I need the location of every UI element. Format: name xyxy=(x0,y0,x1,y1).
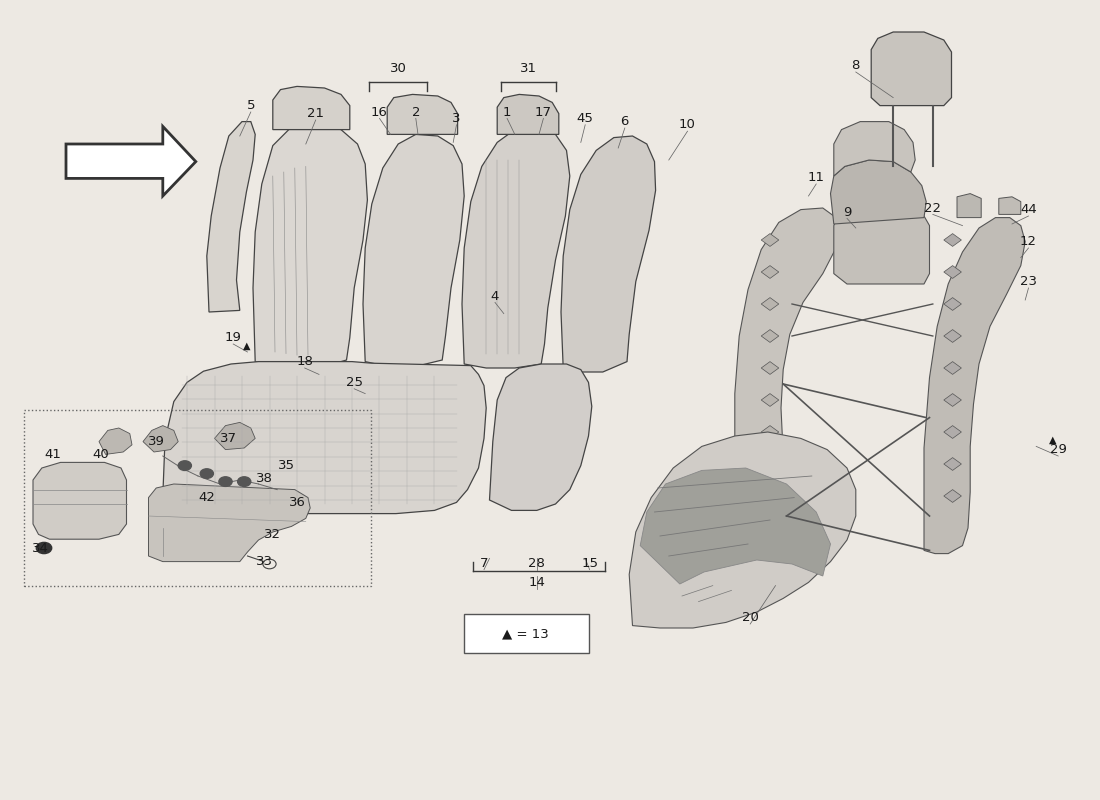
Polygon shape xyxy=(999,197,1021,214)
Text: 28: 28 xyxy=(528,557,546,570)
Polygon shape xyxy=(834,122,915,176)
Polygon shape xyxy=(761,234,779,246)
Polygon shape xyxy=(944,394,961,406)
Polygon shape xyxy=(143,426,178,452)
Polygon shape xyxy=(944,234,961,246)
Text: 21: 21 xyxy=(307,107,324,120)
Polygon shape xyxy=(490,364,592,510)
Polygon shape xyxy=(629,432,856,628)
Text: 5: 5 xyxy=(246,99,255,112)
Polygon shape xyxy=(944,266,961,278)
Text: 30: 30 xyxy=(389,62,407,75)
FancyBboxPatch shape xyxy=(464,614,588,653)
Text: ▲: ▲ xyxy=(243,341,250,350)
Text: 9: 9 xyxy=(843,206,851,218)
Polygon shape xyxy=(830,160,926,224)
Text: 4: 4 xyxy=(491,290,499,302)
Polygon shape xyxy=(761,298,779,310)
Polygon shape xyxy=(387,94,458,134)
Text: 34: 34 xyxy=(32,542,50,555)
Text: 39: 39 xyxy=(147,435,165,448)
Polygon shape xyxy=(253,124,367,368)
Text: 42: 42 xyxy=(198,491,216,504)
Polygon shape xyxy=(944,298,961,310)
Polygon shape xyxy=(497,94,559,134)
Polygon shape xyxy=(944,426,961,438)
Text: 22: 22 xyxy=(924,202,942,214)
Polygon shape xyxy=(871,32,952,106)
Polygon shape xyxy=(761,458,779,470)
Text: 12: 12 xyxy=(1020,235,1037,248)
Polygon shape xyxy=(761,266,779,278)
Text: ▲: ▲ xyxy=(1049,435,1056,445)
Text: 38: 38 xyxy=(255,472,273,485)
Polygon shape xyxy=(761,330,779,342)
Polygon shape xyxy=(363,134,464,366)
Circle shape xyxy=(178,461,191,470)
Text: 31: 31 xyxy=(519,62,537,75)
Text: 2: 2 xyxy=(411,106,420,118)
Text: 20: 20 xyxy=(741,611,759,624)
Polygon shape xyxy=(148,484,310,562)
Text: 25: 25 xyxy=(345,376,363,389)
Text: 3: 3 xyxy=(452,112,461,125)
Text: 17: 17 xyxy=(535,106,552,118)
Polygon shape xyxy=(761,394,779,406)
Polygon shape xyxy=(735,208,838,528)
Text: 45: 45 xyxy=(576,112,594,125)
Text: 14: 14 xyxy=(528,576,546,589)
Text: ▲ = 13: ▲ = 13 xyxy=(503,627,549,640)
Polygon shape xyxy=(761,426,779,438)
Polygon shape xyxy=(273,86,350,130)
Text: 7: 7 xyxy=(480,557,488,570)
Polygon shape xyxy=(957,194,981,218)
Circle shape xyxy=(200,469,213,478)
Text: 23: 23 xyxy=(1020,275,1037,288)
Polygon shape xyxy=(207,122,255,312)
Polygon shape xyxy=(214,422,255,450)
Text: 1: 1 xyxy=(503,106,512,118)
Text: 15: 15 xyxy=(581,557,598,570)
Circle shape xyxy=(219,477,232,486)
Text: 33: 33 xyxy=(255,555,273,568)
Polygon shape xyxy=(944,490,961,502)
Text: 18: 18 xyxy=(296,355,314,368)
Text: 6: 6 xyxy=(620,115,629,128)
Text: 32: 32 xyxy=(264,528,282,541)
Text: 11: 11 xyxy=(807,171,825,184)
Text: 16: 16 xyxy=(371,106,388,118)
Polygon shape xyxy=(834,210,929,284)
Circle shape xyxy=(36,542,52,554)
Text: 10: 10 xyxy=(679,118,696,131)
Polygon shape xyxy=(944,458,961,470)
Text: 29: 29 xyxy=(1049,443,1067,456)
Text: 41: 41 xyxy=(44,448,62,461)
Polygon shape xyxy=(462,128,570,368)
Text: 36: 36 xyxy=(288,496,306,509)
Circle shape xyxy=(238,477,251,486)
Polygon shape xyxy=(640,468,830,584)
Polygon shape xyxy=(944,362,961,374)
Polygon shape xyxy=(163,362,486,514)
Polygon shape xyxy=(33,462,126,539)
Text: 40: 40 xyxy=(92,448,110,461)
Text: 8: 8 xyxy=(851,59,860,72)
Polygon shape xyxy=(761,362,779,374)
Polygon shape xyxy=(66,126,196,196)
Text: 35: 35 xyxy=(277,459,295,472)
Text: 44: 44 xyxy=(1020,203,1037,216)
Text: 37: 37 xyxy=(220,432,238,445)
Polygon shape xyxy=(561,136,656,372)
Polygon shape xyxy=(99,428,132,454)
Polygon shape xyxy=(924,218,1025,554)
Bar xyxy=(24,410,371,586)
Polygon shape xyxy=(944,330,961,342)
Text: 19: 19 xyxy=(224,331,242,344)
